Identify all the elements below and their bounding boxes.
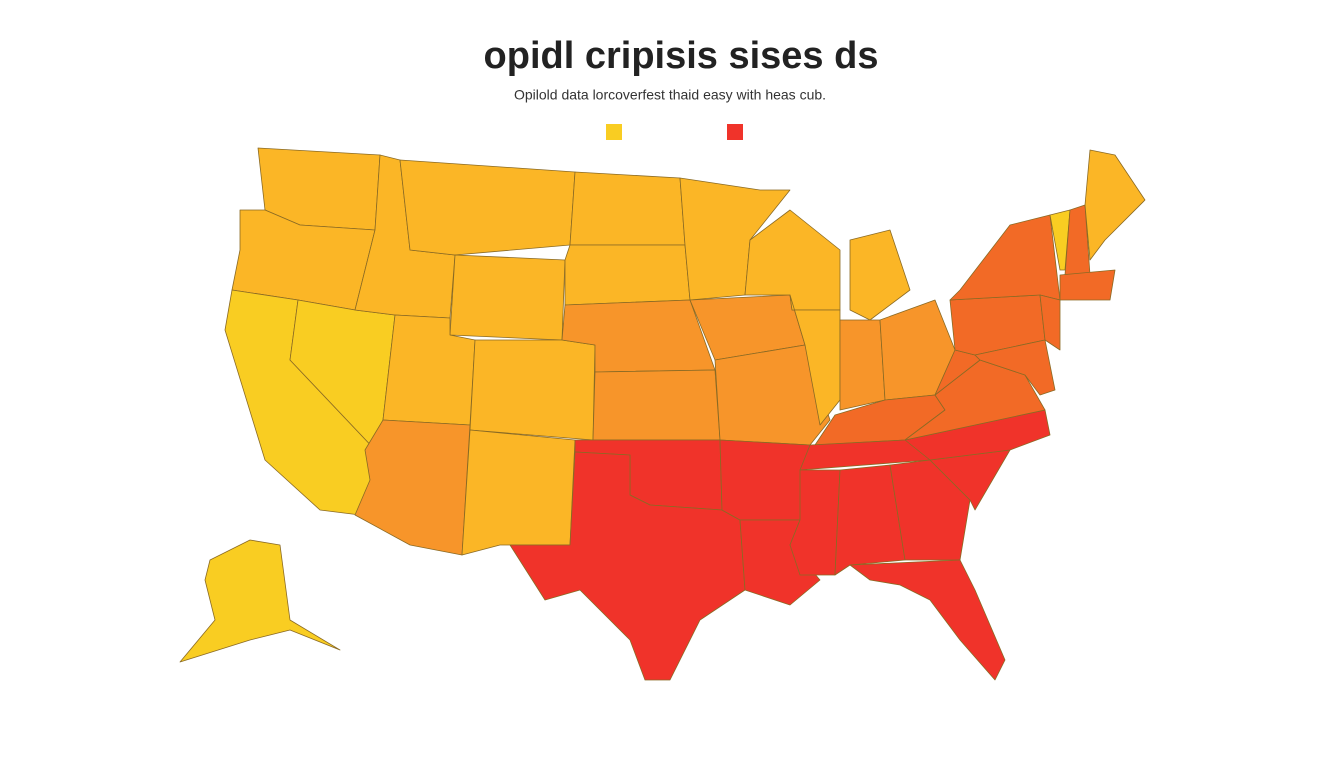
state (834, 464, 906, 576)
state (1059, 269, 1116, 301)
legend (606, 124, 743, 140)
state (889, 459, 971, 561)
state (1084, 149, 1146, 261)
title: opidl cripisis sises ds (484, 35, 879, 77)
state (849, 229, 911, 321)
us-map (179, 147, 1146, 681)
state (592, 369, 721, 441)
state (564, 244, 691, 306)
legend-swatch (727, 124, 743, 140)
state (509, 451, 746, 681)
state (719, 439, 811, 521)
state (179, 539, 341, 663)
legend-swatch (606, 124, 622, 140)
state (839, 319, 886, 411)
state (399, 159, 576, 256)
state (449, 254, 566, 341)
state (1039, 294, 1061, 351)
subtitle: Opilold data lorcoverfest thaid easy wit… (514, 87, 826, 103)
state (714, 344, 831, 446)
state (789, 294, 841, 426)
state (974, 339, 1056, 396)
state (849, 559, 1006, 681)
state (461, 429, 576, 556)
state (569, 171, 686, 246)
state (469, 339, 596, 441)
